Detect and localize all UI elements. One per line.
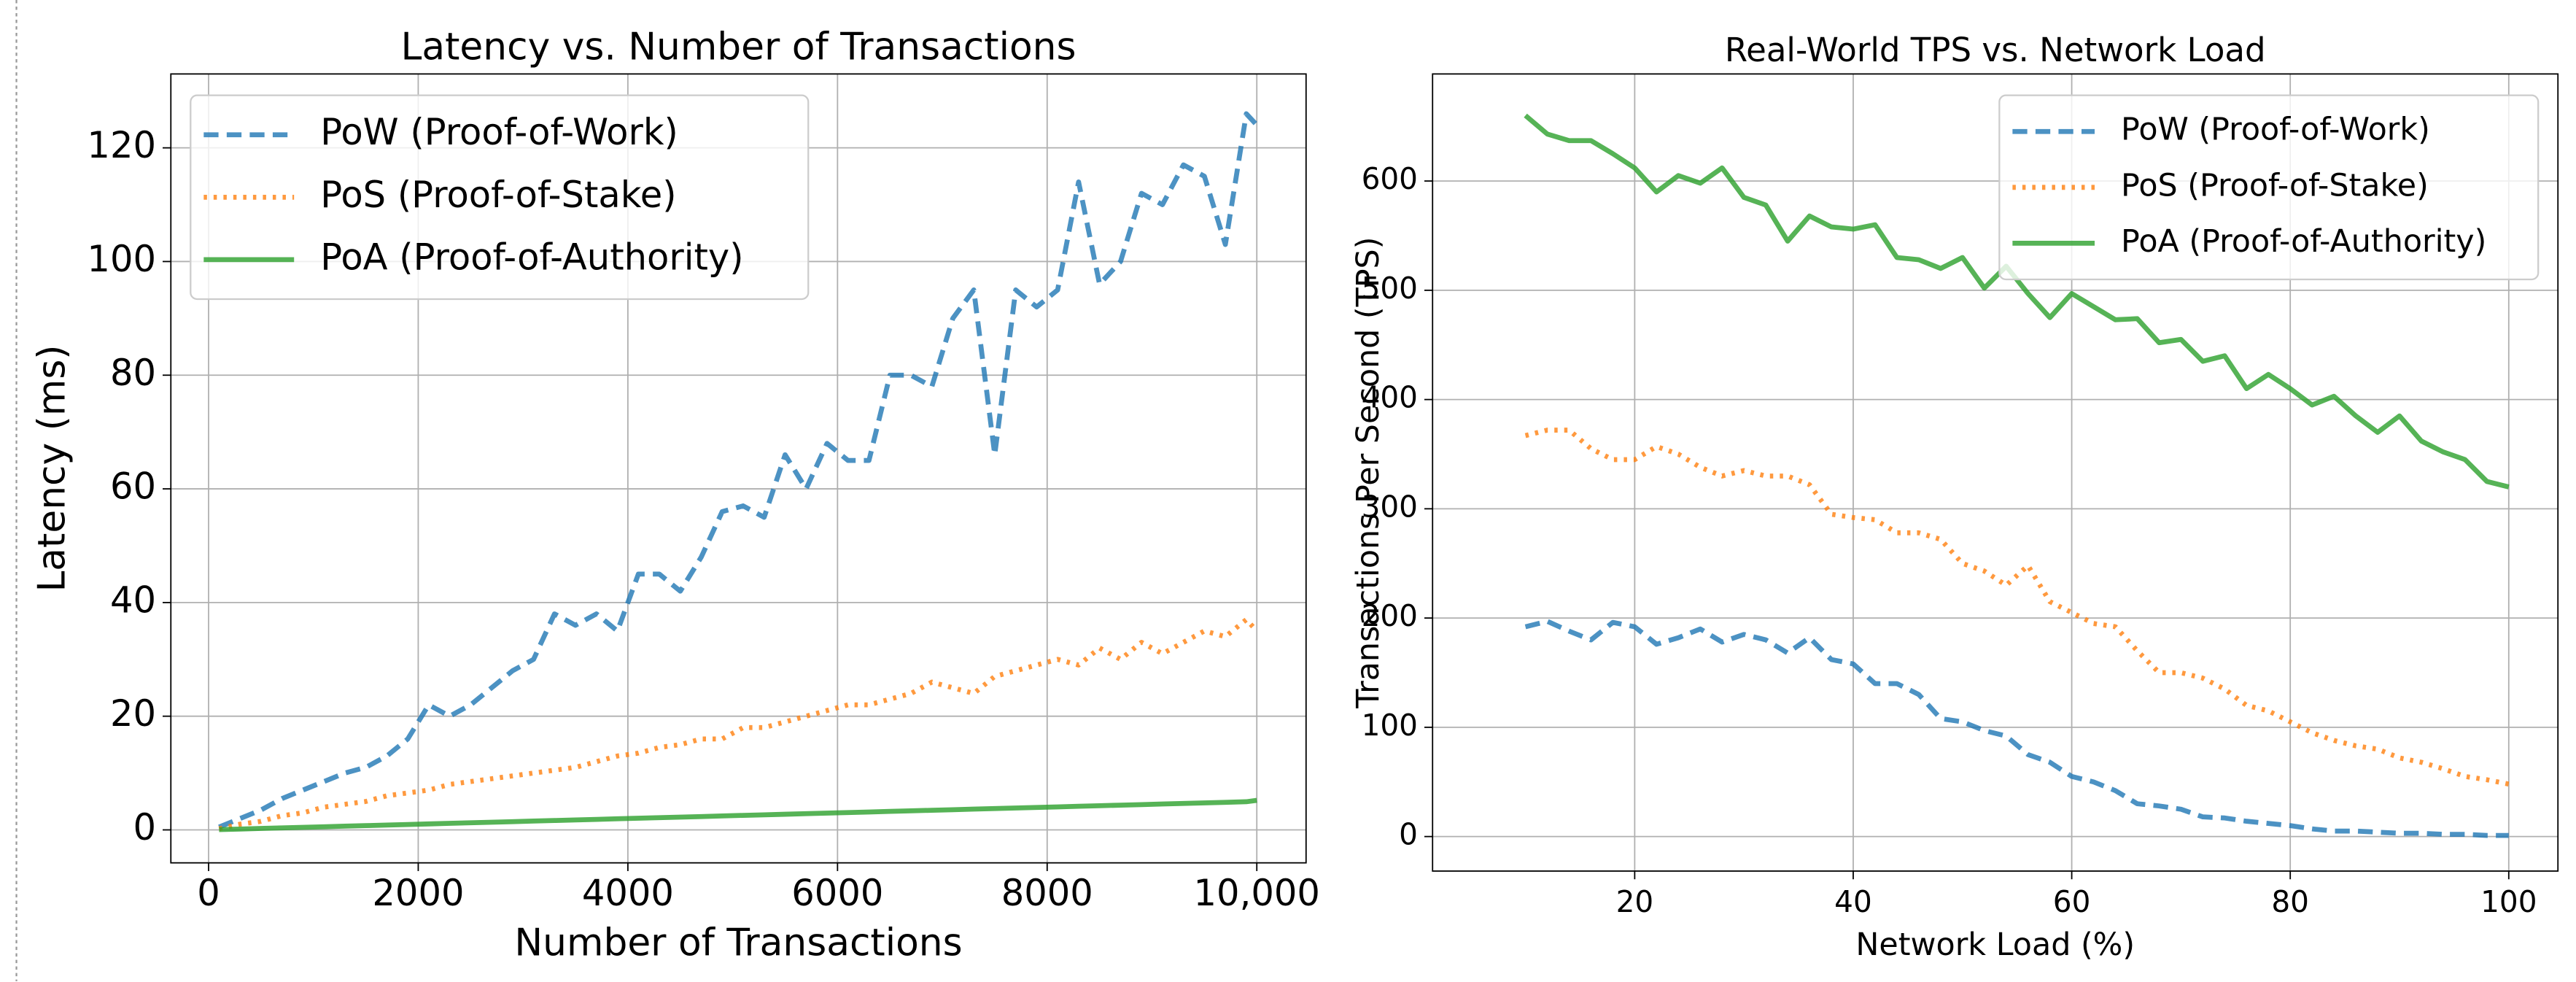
series-line xyxy=(218,111,1259,830)
x-tick-label: 0 xyxy=(197,872,220,914)
series-line xyxy=(1524,619,2509,838)
y-axis-label: Transactions Per Second (TPS) xyxy=(1350,237,1386,709)
x-tick-label: 100 xyxy=(2480,884,2537,919)
y-tick-label: 0 xyxy=(133,806,156,848)
legend-label: PoA (Proof-of-Authority) xyxy=(320,236,743,278)
legend-label: PoW (Proof-of-Work) xyxy=(2121,112,2430,148)
y-tick-label: 20 xyxy=(110,692,156,735)
x-axis-label: Number of Transactions xyxy=(514,921,962,964)
y-tick-label: 60 xyxy=(110,465,156,508)
x-tick-label: 8000 xyxy=(1001,872,1093,914)
y-tick-label: 40 xyxy=(110,579,156,621)
x-axis-label: Network Load (%) xyxy=(1855,927,2135,963)
x-tick-label: 10,000 xyxy=(1194,872,1320,914)
x-tick-label: 20 xyxy=(1616,884,1654,919)
y-tick-label: 200 xyxy=(1362,598,1418,633)
plot-frame xyxy=(1432,73,2559,872)
y-tick-label: 600 xyxy=(1362,161,1418,196)
y-tick-label: 100 xyxy=(87,238,156,280)
x-tick-label: 2000 xyxy=(372,872,464,914)
x-tick-label: 6000 xyxy=(791,872,883,914)
x-tick-label: 80 xyxy=(2271,884,2309,919)
legend-label: PoS (Proof-of-Stake) xyxy=(320,174,676,216)
y-tick-label: 0 xyxy=(1399,817,1418,852)
x-tick-label: 40 xyxy=(1834,884,1872,919)
chart-title: Real-World TPS vs. Network Load xyxy=(1725,31,2266,69)
plot-frame xyxy=(170,73,1307,864)
legend-label: PoS (Proof-of-Stake) xyxy=(2121,167,2429,204)
legend-label: PoA (Proof-of-Authority) xyxy=(2121,223,2486,260)
y-tick-label: 80 xyxy=(110,352,156,394)
chart-title: Latency vs. Number of Transactions xyxy=(401,26,1076,69)
series-line xyxy=(218,616,1259,832)
x-tick-label: 4000 xyxy=(582,872,674,914)
y-tick-label: 120 xyxy=(87,124,156,166)
legend-label: PoW (Proof-of-Work) xyxy=(320,111,678,153)
y-axis-label: Latency (ms) xyxy=(30,344,74,592)
legend-box xyxy=(190,94,810,301)
x-tick-label: 60 xyxy=(2053,884,2091,919)
y-tick-label: 100 xyxy=(1362,708,1418,743)
y-tick-label: 300 xyxy=(1362,489,1418,524)
legend-box xyxy=(1998,94,2540,281)
series-line xyxy=(1524,428,2510,787)
y-tick-label: 500 xyxy=(1362,271,1418,306)
y-tick-label: 400 xyxy=(1362,380,1418,415)
series-line xyxy=(219,797,1257,832)
